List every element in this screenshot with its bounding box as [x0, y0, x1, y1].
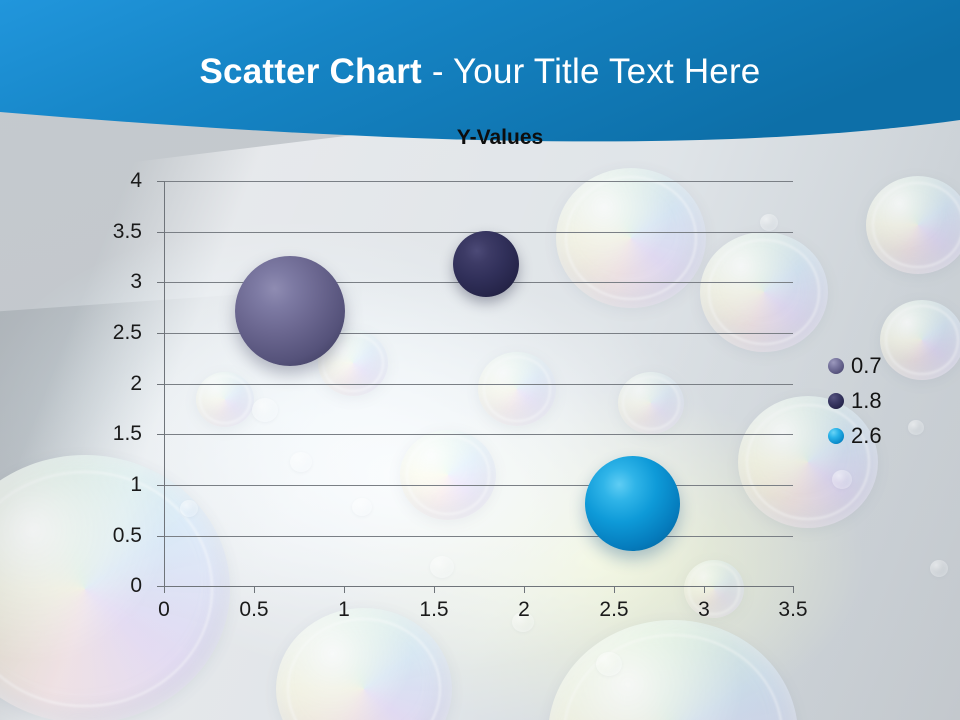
x-axis-line	[164, 586, 794, 587]
y-axis-label: 0	[130, 574, 142, 597]
legend-item[interactable]: 0.7	[828, 348, 882, 383]
y-axis-tick	[157, 384, 164, 385]
gridline	[164, 485, 793, 486]
gridline	[164, 384, 793, 385]
gridline	[164, 333, 793, 334]
legend-item-label: 1.8	[851, 387, 882, 413]
x-axis-label: 0.5	[239, 598, 269, 621]
gridline	[164, 181, 793, 182]
y-axis-tick	[157, 586, 164, 587]
x-axis-tick	[793, 586, 794, 593]
x-axis-label: 3	[698, 598, 710, 621]
background-bubble	[908, 420, 924, 435]
legend-item-label: 2.6	[851, 422, 882, 448]
background-bubble	[832, 470, 852, 489]
background-bubble	[252, 398, 278, 422]
y-axis-tick	[157, 181, 164, 182]
x-axis-tick	[704, 586, 705, 593]
y-axis-tick	[157, 232, 164, 233]
legend-marker-icon	[828, 427, 844, 444]
legend-marker-icon	[828, 392, 844, 409]
background-bubble	[512, 612, 534, 632]
background-bubble	[866, 176, 960, 274]
legend-item-label: 0.7	[851, 352, 882, 378]
gridline	[164, 536, 793, 537]
chart-legend: 0.7 1.8 2.6	[828, 348, 882, 453]
x-axis-label: 0	[158, 598, 170, 621]
chart-title: Y-Values	[456, 126, 544, 149]
y-axis-tick	[157, 333, 164, 334]
bubble-sphere	[235, 256, 345, 366]
y-axis-label: 3.5	[112, 220, 142, 243]
background-bubble	[880, 300, 960, 380]
data-point-bubble[interactable]	[585, 456, 680, 551]
background-bubble	[700, 232, 828, 352]
background-bubble	[0, 455, 230, 720]
background-bubble	[352, 498, 372, 516]
background-bubble	[684, 560, 744, 618]
page-title-bold: Scatter Chart	[199, 52, 422, 91]
y-axis-label: 2.5	[112, 321, 142, 344]
y-axis-label: 1	[130, 473, 142, 496]
background-bubble	[196, 372, 254, 427]
background-bubble	[618, 372, 684, 434]
y-axis-tick	[157, 536, 164, 537]
x-axis-tick	[524, 586, 525, 593]
y-axis-label: 2	[130, 372, 142, 395]
y-axis-tick	[157, 434, 164, 435]
x-axis-label: 2.5	[599, 598, 629, 621]
x-axis-label: 1	[338, 598, 350, 621]
background-bubble	[430, 556, 454, 578]
y-axis-line	[164, 181, 165, 587]
background-bubble	[180, 500, 198, 517]
x-axis-tick	[614, 586, 615, 593]
data-point-bubble[interactable]	[235, 256, 345, 366]
legend-marker-icon	[828, 357, 844, 374]
bubble-sphere	[585, 456, 680, 551]
title-banner: Scatter Chart - Your Title Text Here	[0, 0, 960, 152]
data-point-bubble[interactable]	[453, 231, 519, 297]
y-axis-tick	[157, 282, 164, 283]
x-axis-tick	[344, 586, 345, 593]
background-bubble	[290, 452, 312, 472]
x-axis-label: 1.5	[419, 598, 449, 621]
bubble-sphere	[453, 231, 519, 297]
legend-item[interactable]: 2.6	[828, 418, 882, 453]
x-axis-tick	[164, 586, 165, 593]
page-title: Scatter Chart - Your Title Text Here	[0, 52, 960, 92]
page-title-rest: - Your Title Text Here	[421, 52, 761, 91]
background-bubble	[760, 214, 778, 231]
y-axis-label: 1.5	[112, 422, 142, 445]
x-axis-label: 2	[518, 598, 530, 621]
background-bubble	[400, 430, 496, 520]
y-axis-label: 3	[130, 270, 142, 293]
background-bubble	[478, 352, 556, 426]
background-bubble	[930, 560, 948, 577]
background-bubble	[556, 168, 706, 308]
y-axis-tick	[157, 485, 164, 486]
y-axis-label: 0.5	[112, 524, 142, 547]
background-bubble	[738, 396, 878, 528]
legend-item[interactable]: 1.8	[828, 383, 882, 418]
x-axis-tick	[254, 586, 255, 593]
x-axis-label: 3.5	[778, 598, 808, 621]
gridline	[164, 434, 793, 435]
y-axis-label: 4	[130, 169, 142, 192]
background-bubble	[596, 652, 622, 676]
x-axis-tick	[434, 586, 435, 593]
